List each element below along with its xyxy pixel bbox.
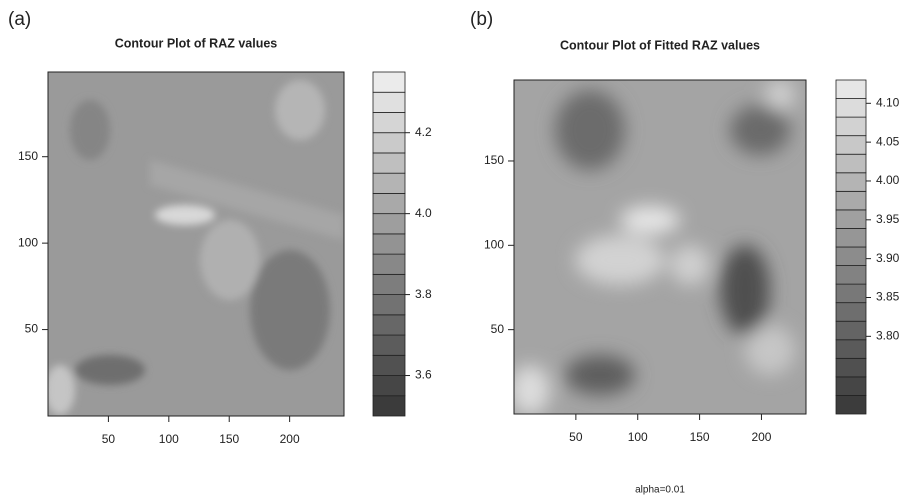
colorbar-band [835, 79, 867, 99]
colorbar-band [372, 314, 406, 336]
field-a [48, 72, 344, 416]
colorbar-band [372, 375, 406, 397]
x-tick-label: 50 [102, 432, 116, 446]
colorbar-band [372, 172, 406, 194]
colorbar-tick-label: 3.6 [415, 368, 432, 382]
x-tick-label: 50 [569, 430, 583, 444]
colorbar-band [835, 153, 867, 174]
y-tick-label: 100 [484, 237, 504, 251]
chart-title: Contour Plot of RAZ values [115, 36, 278, 50]
colorbar-band [835, 98, 867, 118]
colorbar-band [835, 302, 867, 322]
colorbar-tick-label: 4.00 [876, 173, 900, 187]
colorbar-band [372, 71, 406, 93]
x-tick-label: 100 [628, 430, 648, 444]
colorbar-band [835, 376, 867, 396]
plot-frame [513, 79, 807, 415]
colorbar-band [372, 334, 406, 356]
x-tick-label: 200 [280, 432, 300, 446]
colorbar-band [835, 228, 867, 248]
colorbar-band [835, 172, 867, 192]
colorbar-band [372, 112, 406, 134]
colorbar-tick-label: 3.90 [876, 251, 900, 265]
x-tick-label: 100 [159, 432, 179, 446]
colorbar-band [372, 152, 406, 174]
x-tick-label: 150 [219, 432, 239, 446]
colorbar-band [835, 116, 867, 137]
colorbar-band [835, 283, 867, 304]
colorbar-tick-label: 4.2 [415, 125, 432, 139]
colorbar-band [372, 294, 406, 316]
colorbar-band [835, 395, 867, 415]
colorbar-tick-label: 3.80 [876, 328, 900, 342]
x-tick-label: 150 [690, 430, 710, 444]
y-tick-label: 100 [18, 235, 38, 249]
colorbar-band [835, 209, 867, 229]
colorbar-band [372, 91, 406, 113]
x-tick-label: 200 [751, 430, 771, 444]
colorbar-tick-label: 3.8 [415, 287, 432, 301]
colorbar-tick-label: 4.05 [876, 134, 900, 148]
colorbar-tick-label: 3.95 [876, 212, 900, 226]
colorbar-band [835, 190, 867, 211]
colorbar-band [372, 253, 406, 275]
chart-title: Contour Plot of Fitted RAZ values [560, 38, 760, 52]
colorbar-band [835, 135, 867, 155]
y-tick-label: 50 [25, 322, 39, 336]
colorbar-band [835, 357, 867, 378]
plot-frame [47, 71, 345, 417]
colorbar-band [835, 246, 867, 266]
colorbar-band [372, 273, 406, 295]
field-b [514, 80, 806, 414]
panel-label: (a) [8, 9, 31, 30]
y-tick-label: 150 [18, 149, 38, 163]
colorbar-band [372, 132, 406, 154]
colorbar-band [372, 193, 406, 215]
colorbar-band [372, 395, 406, 417]
colorbar-band [835, 265, 867, 285]
colorbar-band [372, 354, 406, 376]
colorbar-tick-label: 4.0 [415, 206, 432, 220]
y-tick-label: 150 [484, 153, 504, 167]
colorbar-band [372, 233, 406, 255]
colorbar-band [835, 320, 867, 341]
colorbar-tick-label: 3.85 [876, 290, 900, 304]
colorbar-tick-label: 4.10 [876, 95, 900, 109]
y-tick-label: 50 [491, 322, 505, 336]
colorbar-band [372, 213, 406, 235]
panel-label: (b) [470, 9, 493, 30]
colorbar-band [835, 339, 867, 359]
annotation: alpha=0.01 [635, 485, 685, 496]
